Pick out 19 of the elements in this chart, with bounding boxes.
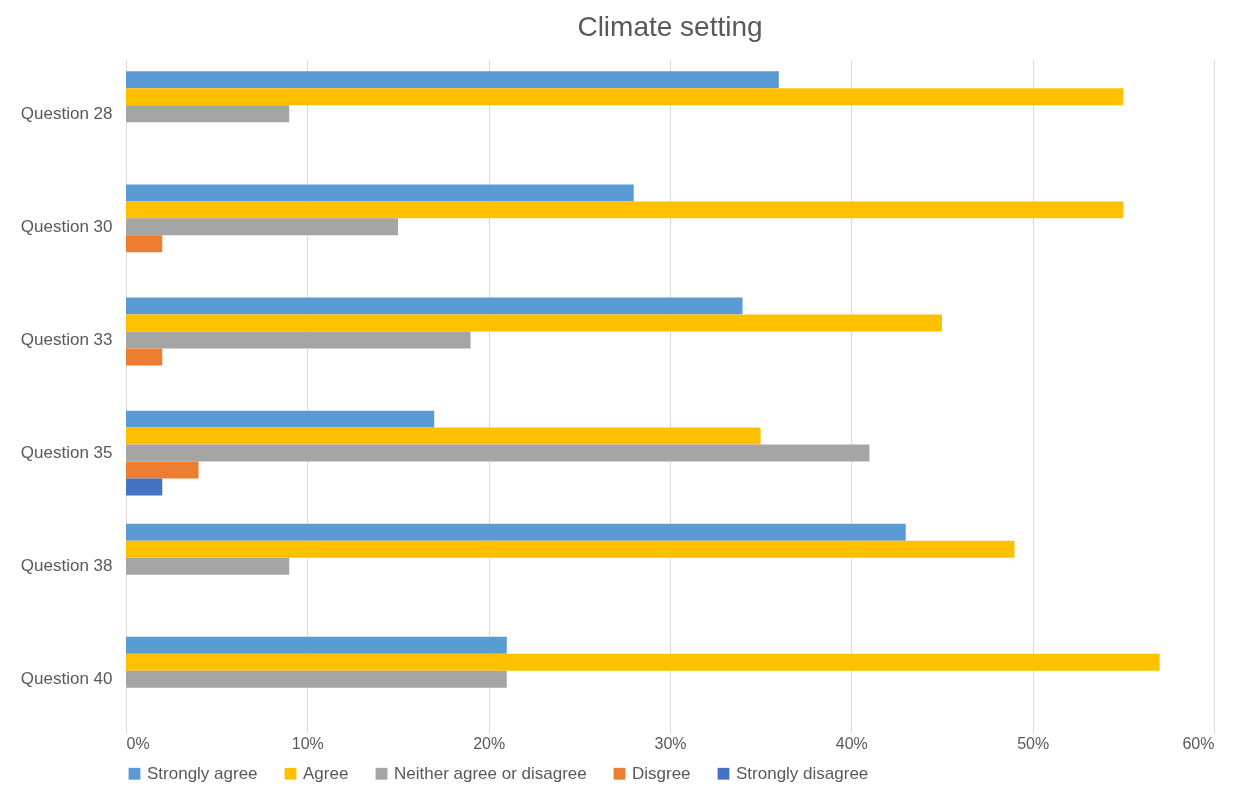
x-tick-label: 60% [1182, 734, 1215, 752]
legend-label: Strongly disagree [736, 763, 869, 783]
legend-label: Disgree [632, 763, 691, 783]
x-tick-label: 10% [291, 734, 324, 752]
x-tick-label: 30% [654, 734, 687, 752]
legend-label: Strongly agree [147, 763, 258, 783]
y-tick-label: Question 35 [20, 443, 113, 463]
x-tick-label: 0% [126, 734, 150, 752]
chart-title: Climate setting [577, 11, 763, 42]
y-tick-label: Question 30 [20, 216, 113, 236]
legend-label: Neither agree or disagree [394, 763, 587, 783]
y-tick-label: Question 28 [20, 103, 113, 123]
x-tick-label: 50% [1017, 734, 1050, 752]
legend-label: Agree [303, 763, 349, 783]
y-tick-label: Question 33 [20, 329, 113, 349]
x-tick-label: 40% [835, 734, 868, 752]
y-tick-label: Question 40 [20, 669, 113, 689]
x-tick-label: 20% [473, 734, 506, 752]
y-tick-label: Question 38 [20, 556, 113, 576]
